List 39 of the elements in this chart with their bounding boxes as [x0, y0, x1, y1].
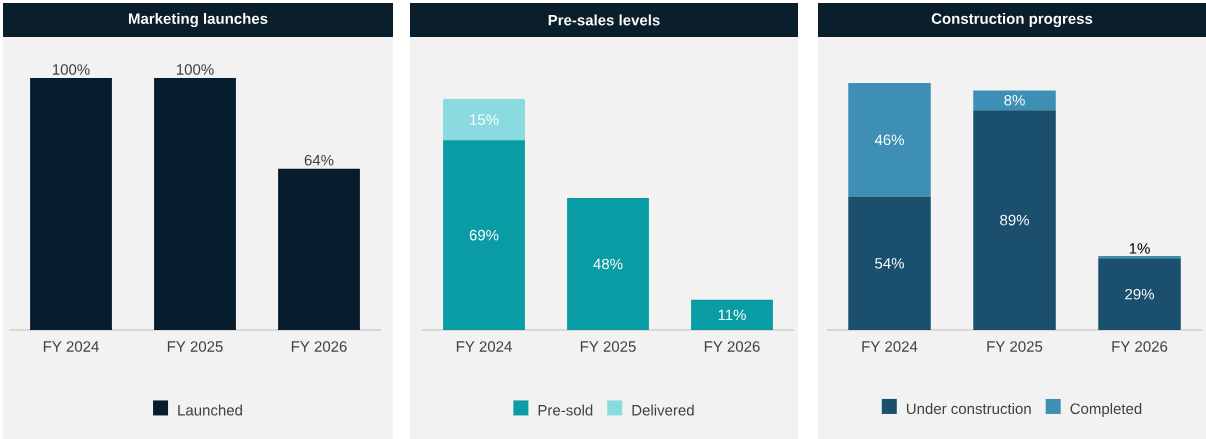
- data-label: 8%: [1004, 94, 1025, 106]
- bar: [567, 198, 649, 330]
- bar: [973, 110, 1056, 330]
- x-tick-label: FY 2026: [291, 341, 347, 352]
- data-label: 29%: [1125, 288, 1154, 300]
- chart-title: Marketing launches: [128, 12, 268, 28]
- chart-title: Construction progress: [931, 12, 1093, 28]
- x-tick-label: FY 2025: [987, 341, 1043, 352]
- x-tick-label: FY 2024: [43, 341, 99, 352]
- data-label: 11%: [718, 309, 746, 321]
- legend-label: Under construction: [906, 403, 1031, 415]
- x-tick-label: FY 2025: [167, 341, 223, 352]
- chart-title: Pre-sales levels: [548, 14, 660, 26]
- data-label: 64%: [304, 154, 334, 166]
- data-label: 89%: [1000, 214, 1029, 226]
- legend-label: Pre-sold: [538, 404, 593, 416]
- bar: [443, 140, 525, 330]
- data-label: 1%: [1129, 243, 1150, 254]
- bar: [691, 299, 773, 330]
- x-tick-label: FY 2026: [1112, 341, 1168, 352]
- bar: [973, 90, 1056, 111]
- x-tick-label: FY 2024: [456, 341, 512, 352]
- data-label: 46%: [874, 134, 904, 146]
- data-label: 48%: [593, 258, 623, 270]
- x-tick-label: FY 2026: [704, 341, 760, 352]
- bar: [848, 196, 931, 330]
- data-label: 54%: [875, 258, 904, 269]
- bar: [443, 99, 525, 141]
- data-label: 100%: [52, 64, 90, 75]
- legend-label: Launched: [178, 404, 242, 416]
- legend-label: Completed: [1070, 403, 1142, 418]
- data-label: 15%: [470, 114, 499, 125]
- x-tick-label: FY 2025: [580, 341, 636, 352]
- bar: [1098, 258, 1181, 330]
- data-label: 100%: [176, 64, 214, 75]
- legend-label: Delivered: [632, 404, 694, 416]
- data-label: 69%: [469, 229, 499, 241]
- x-tick-label: FY 2024: [862, 341, 918, 352]
- bar: [848, 83, 931, 197]
